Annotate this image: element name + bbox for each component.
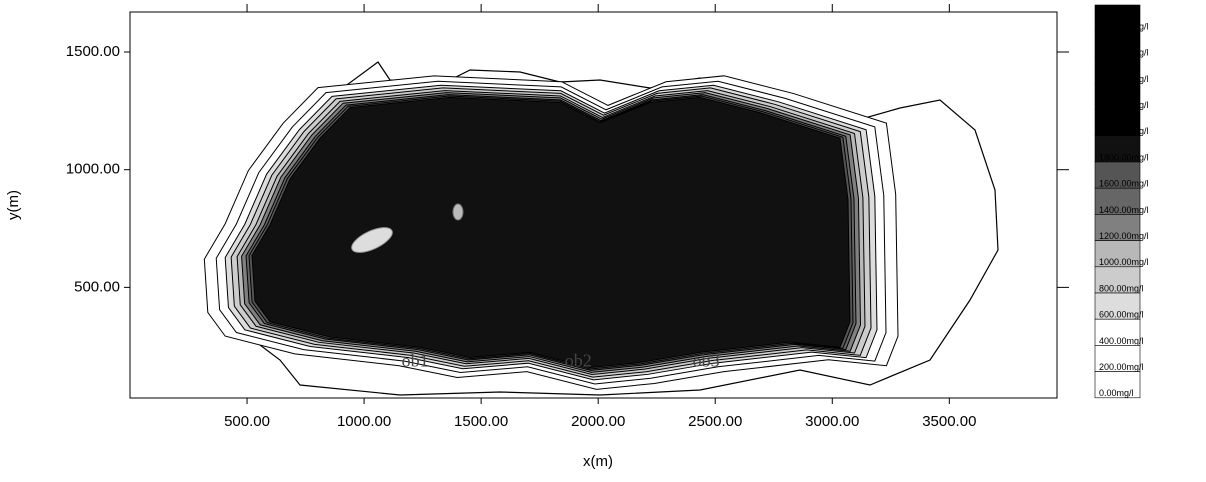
colorbar-label: 2600.00mg/l bbox=[1099, 48, 1149, 58]
colorbar-band bbox=[1094, 371, 1141, 399]
x-tick-label: 500.00 bbox=[224, 413, 270, 430]
colorbar-label: 1800.00mg/l bbox=[1099, 152, 1149, 162]
colorbar-band bbox=[1094, 161, 1141, 189]
x-tick-label: 2500.00 bbox=[688, 413, 742, 430]
colorbar-band bbox=[1094, 187, 1141, 215]
y-axis-label: y(m) bbox=[5, 190, 22, 220]
colorbar-label: 600.00mg/l bbox=[1099, 310, 1144, 320]
colorbar-label: 200.00mg/l bbox=[1099, 362, 1144, 372]
low-spot bbox=[452, 203, 464, 221]
plot-frame bbox=[129, 11, 1058, 399]
colorbar-label: 400.00mg/l bbox=[1099, 336, 1144, 346]
contour-region bbox=[251, 96, 851, 369]
colorbar-band bbox=[1094, 214, 1141, 241]
colorbar-label: 1200.00mg/l bbox=[1099, 231, 1149, 241]
colorbar-band bbox=[1094, 83, 1141, 110]
annotation: ob2 bbox=[565, 350, 592, 370]
colorbar-band bbox=[1094, 135, 1141, 163]
colorbar-label: 2000.00mg/l bbox=[1099, 126, 1149, 136]
y-tick-label: 500.00 bbox=[74, 278, 120, 295]
annotation: ob3 bbox=[693, 350, 720, 370]
colorbar-label: 2200.00mg/l bbox=[1099, 100, 1149, 110]
x-tick-label: 1000.00 bbox=[337, 413, 391, 430]
colorbar-band bbox=[1094, 240, 1141, 268]
colorbar-label: 800.00mg/l bbox=[1099, 283, 1144, 293]
colorbar-label: 1600.00mg/l bbox=[1099, 179, 1149, 189]
low-spot bbox=[351, 227, 393, 253]
y-tick-label: 1000.00 bbox=[66, 161, 120, 178]
colorbar-label: 2800.00mg/l bbox=[1099, 21, 1149, 31]
colorbar-label: 1000.00mg/l bbox=[1099, 257, 1149, 267]
annotation: ob1 bbox=[402, 350, 429, 370]
colorbar-band bbox=[1094, 4, 1141, 32]
x-tick-label: 3000.00 bbox=[805, 413, 859, 430]
x-tick-label: 3500.00 bbox=[922, 413, 976, 430]
colorbar-label: 2400.00mg/l bbox=[1099, 74, 1149, 84]
colorbar-band bbox=[1094, 345, 1141, 372]
colorbar-band bbox=[1094, 109, 1141, 137]
colorbar-band bbox=[1094, 292, 1141, 320]
x-tick-label: 1500.00 bbox=[454, 413, 508, 430]
colorbar-label: 0.00mg/l bbox=[1099, 388, 1134, 398]
colorbar-band bbox=[1094, 30, 1141, 58]
y-tick-label: 1500.00 bbox=[66, 43, 120, 60]
colorbar-band bbox=[1094, 56, 1141, 84]
x-axis-label: x(m) bbox=[583, 453, 613, 470]
x-tick-label: 2000.00 bbox=[571, 413, 625, 430]
colorbar-label: 1400.00mg/l bbox=[1099, 205, 1149, 215]
